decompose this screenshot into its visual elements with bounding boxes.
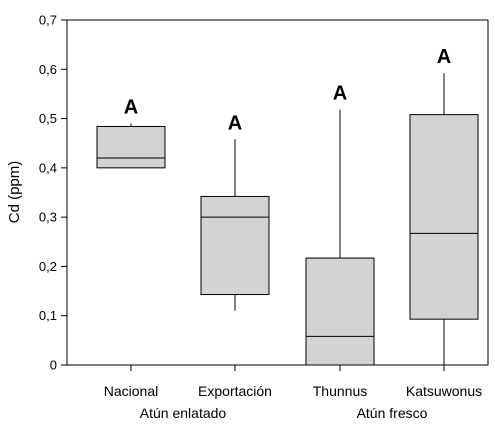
y-tick-label: 0,2 [39, 259, 57, 274]
boxes-layer [96, 73, 479, 366]
x-category-label: Exportación [198, 383, 272, 399]
iqr-box [200, 195, 270, 296]
box-nacional [96, 123, 166, 169]
y-axis: 0 0,1 0,2 0,3 0,4 0,5 0,6 0,7 [39, 13, 67, 373]
group-label: Atún fresco [357, 405, 428, 421]
x-axis: Nacional Exportación Thunnus Katsuwonus [104, 365, 482, 399]
y-tick-label: 0,5 [39, 111, 57, 126]
y-tick-label: 0,6 [39, 62, 57, 77]
y-tick-label: 0,4 [39, 160, 57, 175]
plot-frame [66, 19, 489, 366]
iqr-box [96, 125, 166, 169]
significance-letter: A [124, 97, 138, 119]
y-axis-title: Cd (ppm) [6, 161, 23, 224]
box-thunnus [305, 109, 375, 366]
annotations-layer: A A A A [124, 46, 451, 134]
iqr-box [305, 257, 375, 366]
significance-letter: A [333, 83, 347, 105]
y-tick-label: 0 [50, 358, 57, 373]
box-exportación [200, 139, 270, 311]
x-category-label: Nacional [104, 383, 158, 399]
significance-letter: A [228, 112, 242, 134]
y-tick-label: 0,1 [39, 308, 57, 323]
group-labels: Atún enlatado Atún fresco [140, 405, 428, 421]
y-tick-label: 0,3 [39, 210, 57, 225]
box-katsuwonus [409, 73, 479, 365]
group-label: Atún enlatado [140, 405, 227, 421]
x-category-label: Katsuwonus [406, 383, 482, 399]
x-category-label: Thunnus [313, 383, 367, 399]
y-tick-label: 0,7 [39, 13, 57, 28]
iqr-box [409, 114, 479, 320]
significance-letter: A [437, 46, 451, 68]
